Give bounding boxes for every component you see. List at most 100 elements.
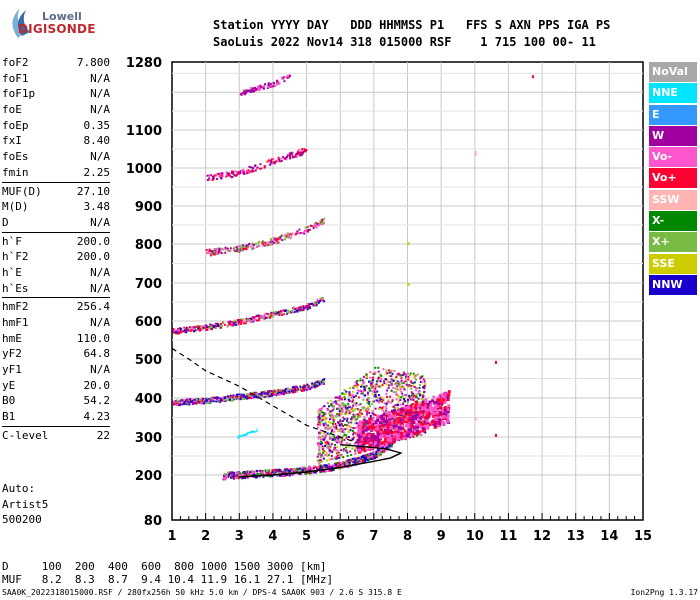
spread-echo-point [371,372,374,375]
echo-point [303,232,306,235]
spread-echo-point [332,420,335,423]
spread-echo-point [391,414,395,418]
spread-echo-point [401,385,404,388]
spread-echo-point [362,398,365,401]
echo-point [241,477,244,480]
spread-echo-point [426,406,430,410]
spread-echo-point [318,415,321,418]
spread-echo-point [403,373,406,376]
echo-point [330,469,333,472]
spread-echo-point [415,405,419,409]
echo-point [321,220,324,223]
spread-echo-point [368,387,371,390]
spread-echo-point [396,373,399,376]
spread-echo-point [400,382,403,385]
spread-echo-point [328,450,331,453]
echo-point [248,165,251,168]
echo-point [246,319,249,322]
echo-point [252,246,255,249]
param-row: foEs N/A [2,149,110,165]
echo-point [306,384,309,387]
spread-echo-point [321,445,324,448]
spread-echo-point [328,458,331,461]
spread-echo-point [332,401,335,404]
param-name: h`F [2,234,22,248]
param-row: M(D) 3.48 [2,199,110,215]
spread-echo-point [357,438,360,441]
echo-point [178,404,181,407]
spread-echo-point [319,424,322,427]
spread-echo-point [372,376,375,379]
spread-echo-point [329,414,332,417]
spread-echo-point [359,389,362,392]
echo-point [281,76,284,79]
echo-point [314,303,317,306]
echo-point [301,468,304,471]
spread-echo-point [371,385,374,388]
spread-echo-point [325,445,328,448]
echo-point [230,176,233,179]
spread-echo-point [427,409,431,413]
echo-point [388,445,391,448]
echo-point [193,330,196,333]
echo-point [222,248,225,251]
echo-point [212,396,215,399]
echo-point [324,469,327,472]
spread-echo-point [414,403,418,407]
spread-echo-point [406,406,410,410]
spread-echo-point [365,373,368,376]
echo-point [280,77,283,80]
spread-echo-point [349,393,352,396]
spread-echo-point [385,411,389,415]
echo-point [384,444,387,447]
echo-point [194,325,197,328]
spread-echo-point [367,434,371,438]
echo-point [280,474,283,477]
param-name: h`F2 [2,250,29,264]
spread-echo-point [320,408,323,411]
spread-echo-point [373,445,376,448]
echo-point [227,471,230,474]
param-name: foF1p [2,87,36,101]
echo-point [292,306,295,309]
echo-point [246,171,249,174]
spread-echo-point [428,423,432,427]
echo-point [319,221,322,224]
spread-echo-point [412,382,415,385]
spread-echo-point [426,421,430,425]
echo-point [242,322,245,325]
echo-point [173,400,176,403]
spread-echo-point [330,417,333,420]
echo-point [347,459,350,462]
spread-echo-point [350,438,353,441]
echo-point [331,464,334,467]
echo-point [323,378,326,381]
spread-echo-point [363,394,366,397]
spread-echo-point [399,374,402,377]
spread-echo-point [352,399,355,402]
spread-echo-point [356,446,359,449]
echo-point [275,240,278,243]
echo-point [256,469,259,472]
echo-point [295,389,298,392]
echo-point [265,472,268,475]
spread-echo-point [400,377,403,380]
spread-echo-point [393,420,397,424]
echo-point [363,459,366,462]
param-value: N/A [90,215,110,229]
program-version-text: Ion2Png 1.3.17 [630,588,698,597]
spread-echo-point [354,380,357,383]
echo-point [303,466,306,469]
echo-point [239,396,242,399]
spread-echo-point [409,432,413,436]
echo-point [333,462,336,465]
spread-echo-point [437,424,441,428]
echo-point [379,451,382,454]
echo-point [225,476,228,479]
spread-echo-point [332,408,335,411]
spread-echo-point [348,425,351,428]
echo-point [271,240,274,243]
echo-point [249,170,252,173]
echo-point [187,402,190,405]
spread-echo-point [366,398,369,401]
